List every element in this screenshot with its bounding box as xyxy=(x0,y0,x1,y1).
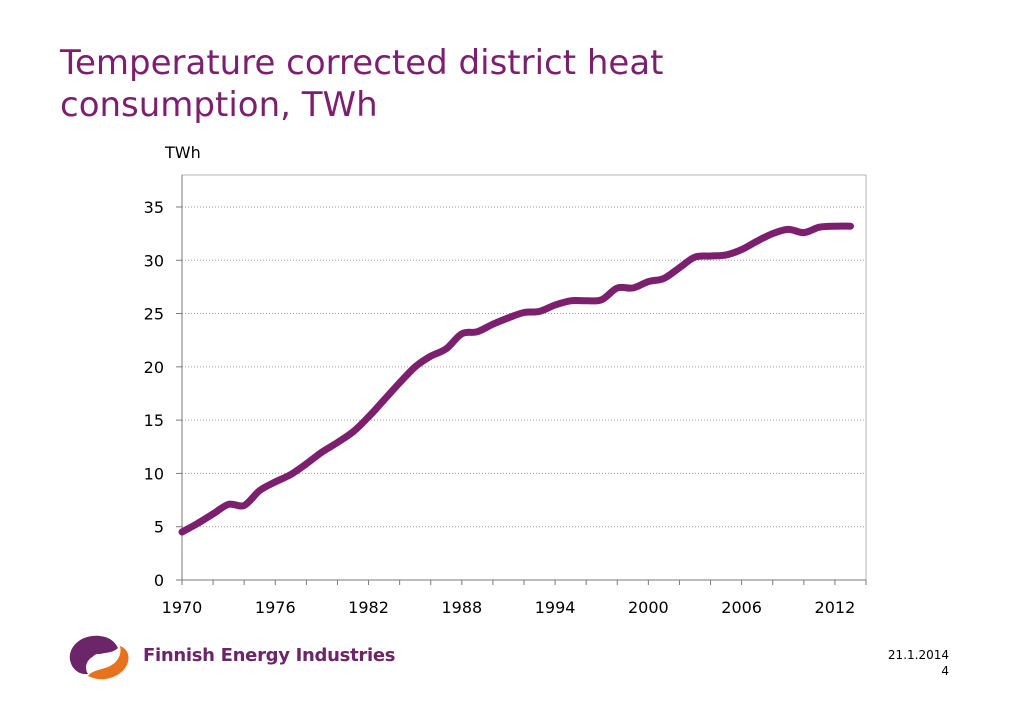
x-tick-label: 2006 xyxy=(721,598,762,617)
title-line-2: consumption, TWh xyxy=(60,85,378,125)
x-tick-label: 1988 xyxy=(441,598,482,617)
y-axis-label: TWh xyxy=(164,143,201,162)
page-title: Temperature corrected district heat cons… xyxy=(60,42,960,126)
x-tick-label: 2000 xyxy=(628,598,669,617)
x-tick-label: 2012 xyxy=(815,598,856,617)
y-tick-label: 20 xyxy=(144,358,164,377)
y-tick-label: 25 xyxy=(144,305,164,324)
chart-grid xyxy=(182,206,866,528)
chart-axes: 0 5 10 15 20 25 30 35 1970 1976 1982 1988 1994 2000 20… xyxy=(144,175,867,617)
y-tick-label: 30 xyxy=(144,251,164,270)
page-number: 4 xyxy=(941,664,949,678)
y-tick-label: 10 xyxy=(144,464,164,483)
y-tick-label: 15 xyxy=(144,411,164,430)
x-tick-label: 1970 xyxy=(162,598,203,617)
x-tick-label: 1976 xyxy=(255,598,296,617)
logo-text: Finnish Energy Industries xyxy=(143,645,396,666)
y-tick-label: 0 xyxy=(154,571,164,590)
y-tick-label: 35 xyxy=(144,198,164,217)
series-line-district-heat xyxy=(178,222,854,536)
x-tick-label: 1982 xyxy=(348,598,389,617)
title-line-1: Temperature corrected district heat xyxy=(60,43,664,83)
finnish-energy-logo-icon xyxy=(69,635,129,680)
footer-date: 21.1.2014 xyxy=(887,648,949,662)
line-chart: 0 5 10 15 20 25 30 35 1970 1976 1982 1988 1994 2000 20… xyxy=(144,143,867,617)
y-tick-label: 5 xyxy=(154,518,164,537)
x-tick-label: 1994 xyxy=(535,598,576,617)
chart-series xyxy=(178,222,854,536)
